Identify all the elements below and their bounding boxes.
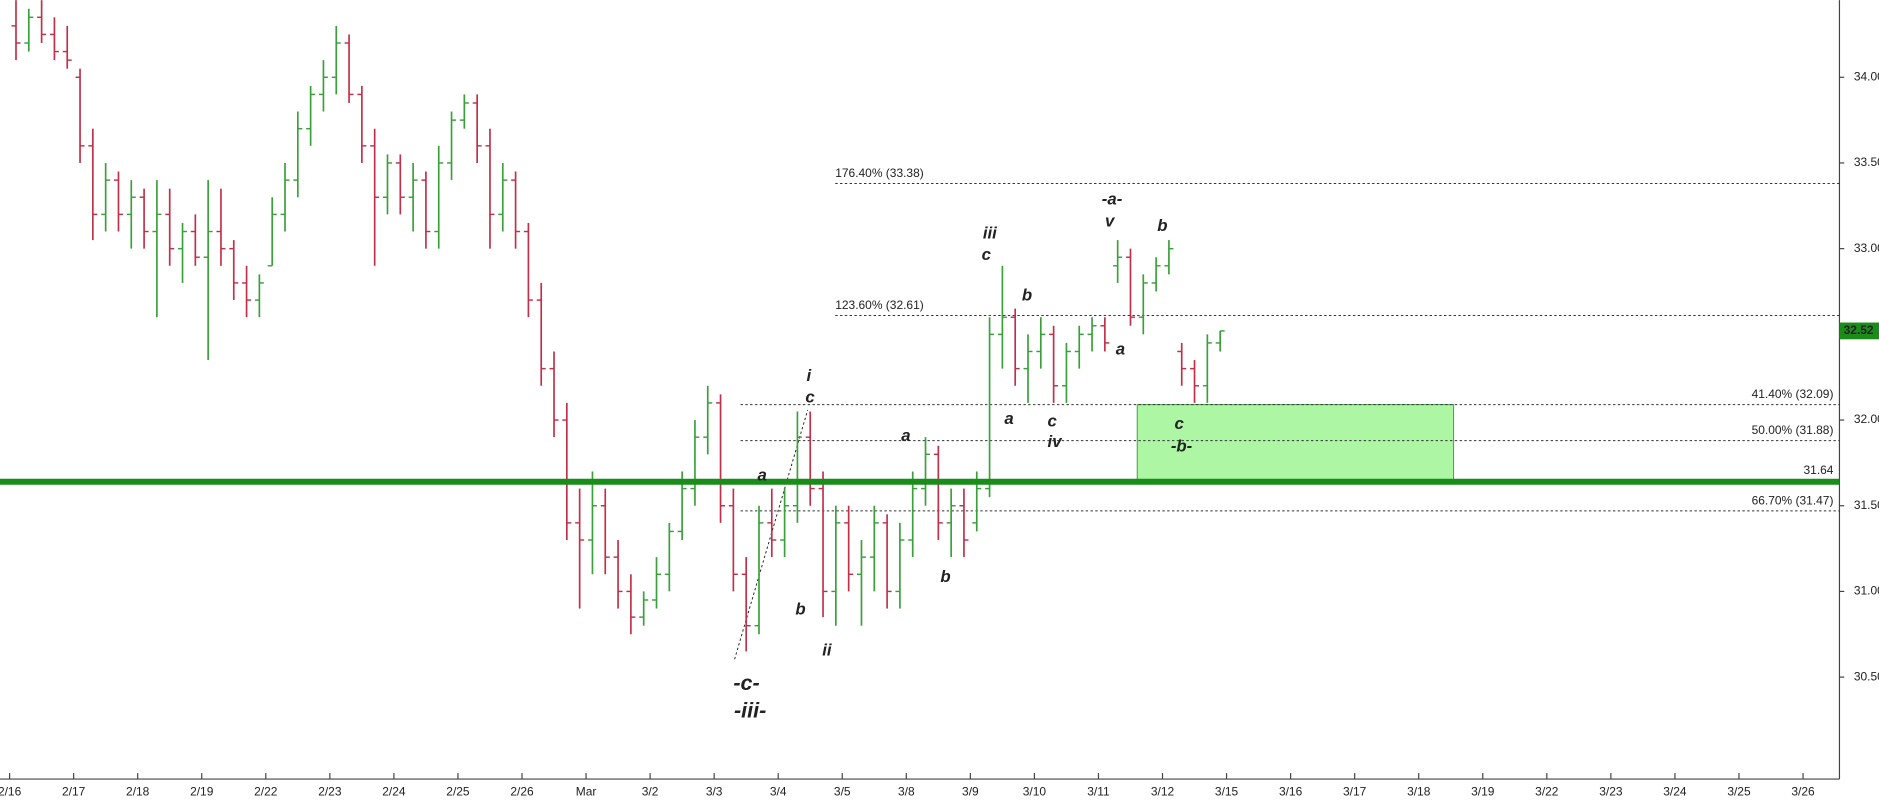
x-tick-label: 3/11 [1087,784,1110,798]
x-tick-label: 2/26 [510,784,534,798]
wave-label: a [1116,340,1125,359]
x-tick-label: 3/16 [1279,784,1303,798]
wave-label: iv [1048,432,1064,451]
wave-label: b [1157,216,1167,235]
fib-label: 66.70% (31.47) [1752,493,1834,507]
wave-label: a [901,426,910,445]
y-tick-label: 31.00 [1854,584,1879,598]
wave-label: c [1047,411,1057,430]
y-tick-label: 33.00 [1854,241,1879,255]
support-label: 31.64 [1804,463,1834,477]
wave-label: a [757,465,766,484]
last-price-box [1839,322,1879,340]
fib-label: 123.60% (32.61) [835,298,924,312]
x-tick-label: 3/26 [1791,784,1815,798]
x-tick-label: 3/12 [1151,784,1175,798]
x-tick-label: 3/23 [1599,784,1623,798]
x-tick-label: 2/23 [318,784,342,798]
wave-label: iii [983,223,997,242]
fib-label: 50.00% (31.88) [1752,423,1834,437]
x-tick-label: 2/24 [382,784,406,798]
wave-label: c [805,387,815,406]
y-tick-label: 33.50 [1854,155,1879,169]
x-tick-label: 3/5 [834,784,851,798]
x-tick-label: Mar [576,784,597,798]
wave-label: i [807,366,812,385]
x-tick-label: 3/22 [1535,784,1559,798]
last-price-label: 32.52 [1844,323,1874,337]
wave-label: c [1175,414,1185,433]
wave-label: -c- [733,670,759,695]
wave-label: ii [822,640,832,659]
wave-label: a [1004,409,1013,428]
wave-label: v [1105,211,1116,230]
x-tick-label: 2/18 [126,784,150,798]
x-tick-label: 2/22 [254,784,278,798]
x-tick-label: 3/2 [642,784,659,798]
y-tick-label: 34.00 [1854,69,1879,83]
fib-label: 176.40% (33.38) [835,166,924,180]
wave-label: -iii- [734,698,766,723]
target-zone [1136,404,1455,483]
wave-label: c [982,245,992,264]
y-tick-label: 31.50 [1854,498,1879,512]
x-tick-label: 3/17 [1343,784,1367,798]
x-tick-label: 3/24 [1663,784,1687,798]
x-tick-label: 3/8 [898,784,915,798]
wave-label: b [940,567,950,586]
wave-label: -a- [1102,190,1123,209]
x-tick-label: 3/9 [962,784,979,798]
x-tick-label: 3/18 [1407,784,1431,798]
x-tick-label: 3/19 [1471,784,1495,798]
x-tick-label: 2/25 [446,784,470,798]
y-tick-label: 32.00 [1854,412,1879,426]
y-tick-label: 30.50 [1854,669,1879,683]
wave-label: -b- [1171,437,1193,456]
fib-label: 41.40% (32.09) [1752,387,1834,401]
x-tick-label: 3/25 [1727,784,1751,798]
x-tick-label: 3/15 [1215,784,1239,798]
wave-label: b [1022,286,1032,305]
x-tick-label: 2/19 [190,784,214,798]
wave-label: b [795,600,805,619]
x-tick-label: 3/4 [770,784,787,798]
x-tick-label: 2/16 [0,784,22,798]
x-tick-label: 3/10 [1023,784,1047,798]
x-tick-label: 2/17 [62,784,86,798]
x-tick-label: 3/3 [706,784,723,798]
